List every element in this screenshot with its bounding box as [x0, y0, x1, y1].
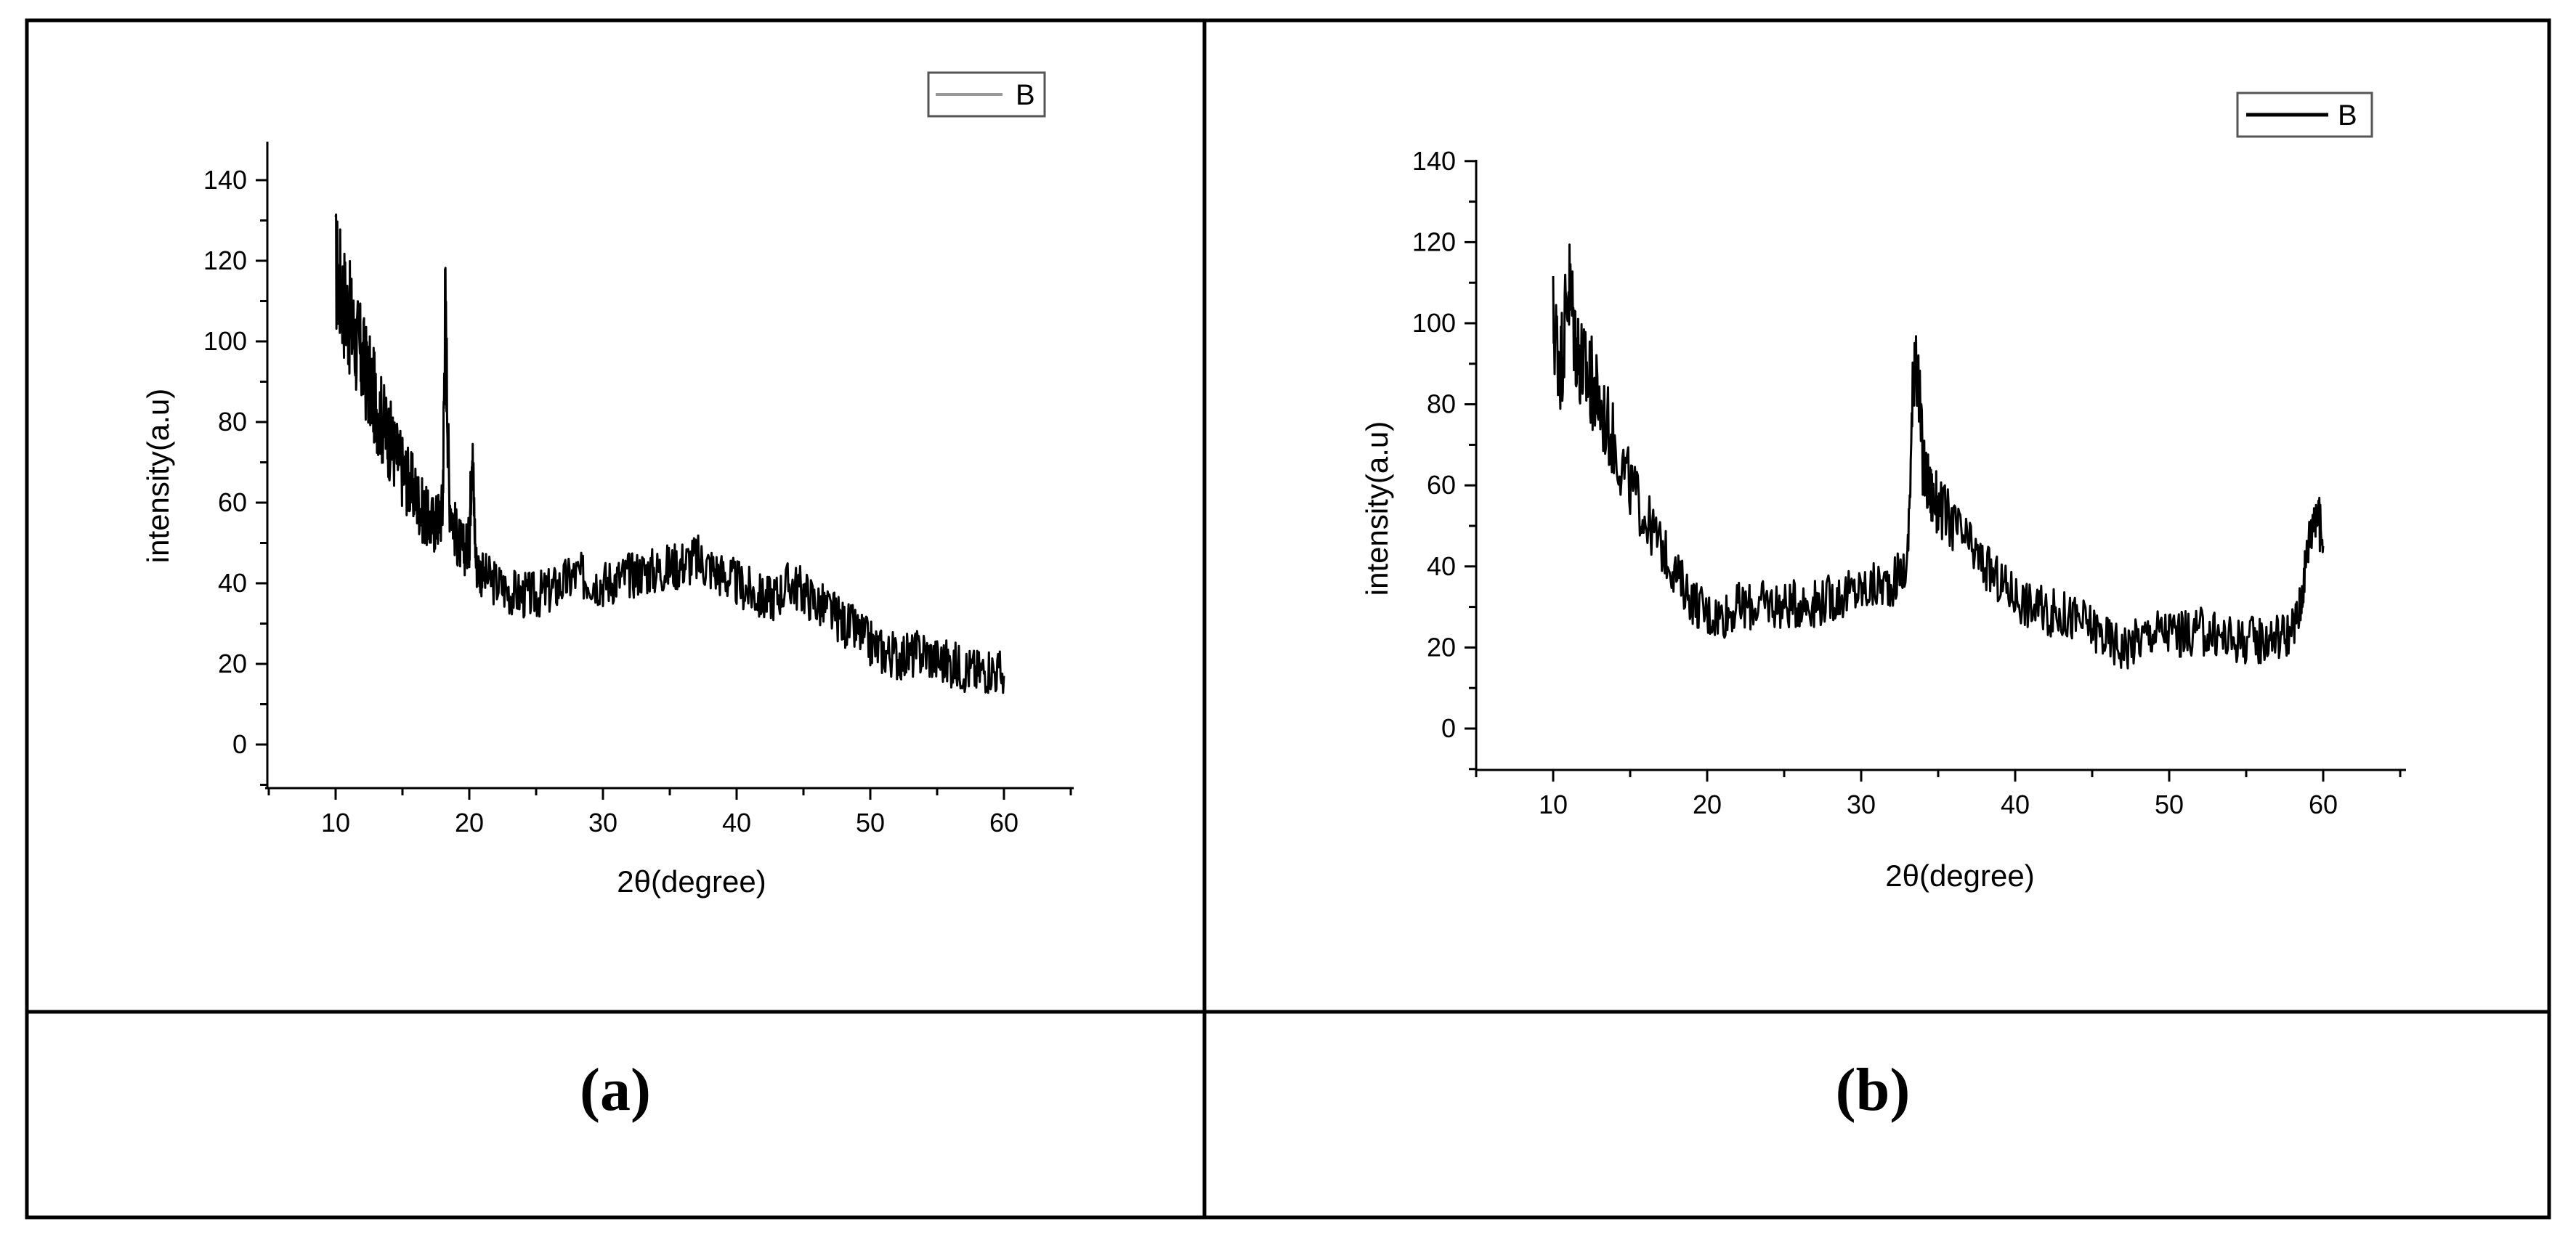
- chart-a-y-tick-label: 100: [203, 326, 247, 356]
- xrd-chart-b: 10 20 30 40 50 60 0 20 40 60 80 100 120 140 2θ(degre…: [1360, 92, 2406, 893]
- chart-a-y-ticks: 0 20 40 60 80 100 120 140: [203, 165, 267, 786]
- chart-b-y-tick-label: 60: [1427, 470, 1456, 500]
- chart-b-y-tick-label: 40: [1427, 551, 1456, 581]
- chart-b-series: [1552, 243, 2325, 670]
- chart-a-series: [334, 213, 1005, 694]
- chart-b-legend: B: [2236, 92, 2373, 138]
- chart-a-x-tick-label: 40: [722, 808, 751, 837]
- chart-a-x-tick-label: 10: [321, 808, 350, 837]
- caption-b: (b): [1836, 1056, 1911, 1124]
- chart-b-y-axis-title: intensity(a.u): [1360, 421, 1394, 596]
- chart-b-x-tick-label: 10: [1539, 790, 1568, 819]
- chart-a-y-tick-label: 140: [203, 165, 247, 195]
- chart-a-legend-label: B: [1016, 79, 1035, 111]
- chart-a-x-tick-label: 20: [455, 808, 484, 837]
- chart-b-x-tick-label: 30: [1847, 790, 1876, 819]
- chart-b-y-tick-label: 100: [1412, 308, 1456, 338]
- chart-a-x-tick-label: 50: [856, 808, 885, 837]
- caption-a: (a): [580, 1056, 651, 1124]
- chart-a-y-tick-label: 40: [218, 568, 247, 598]
- table-outer-border: [25, 18, 2551, 1220]
- chart-b-y-ticks: 0 20 40 60 80 100 120 140: [1412, 146, 1476, 771]
- chart-b-x-axis-title: 2θ(degree): [1885, 859, 2034, 893]
- chart-b-x-ticks: 10 20 30 40 50 60: [1475, 770, 2402, 819]
- chart-b-y-tick-label: 20: [1427, 632, 1456, 662]
- xrd-chart-a: 10 20 30 40 50 60 0 20 40 60 80 100 120 140 2θ(degre…: [141, 71, 1074, 899]
- chart-b-x-tick-label: 60: [2309, 790, 2338, 819]
- chart-b-x-tick-label: 50: [2155, 790, 2184, 819]
- chart-a-x-axis-title: 2θ(degree): [617, 864, 766, 899]
- chart-a-y-tick-label: 0: [232, 729, 247, 759]
- chart-b-y-tick-label: 140: [1412, 146, 1456, 176]
- chart-b-y-tick-label: 120: [1412, 227, 1456, 256]
- chart-a-series-line: [334, 213, 1005, 694]
- chart-a-legend: B: [927, 71, 1046, 118]
- chart-a-x-tick-label: 30: [588, 808, 617, 837]
- chart-b-y-tick-label: 0: [1441, 713, 1456, 743]
- chart-a-axes: [265, 142, 1074, 790]
- chart-a-y-tick-label: 60: [218, 487, 247, 517]
- chart-a-y-tick-label: 80: [218, 407, 247, 437]
- chart-a-y-tick-label: 120: [203, 246, 247, 275]
- chart-a-y-tick-label: 20: [218, 649, 247, 678]
- chart-a-y-axis-title: intensity(a.u): [141, 389, 175, 563]
- chart-a-x-ticks: 10 20 30 40 50 60: [267, 788, 1072, 837]
- chart-b-y-tick-label: 80: [1427, 389, 1456, 419]
- chart-a-x-tick-label: 60: [989, 808, 1018, 837]
- chart-b-series-line: [1552, 243, 2325, 670]
- chart-b-x-tick-label: 40: [2001, 790, 2030, 819]
- chart-b-legend-label: B: [2338, 100, 2357, 131]
- chart-b-x-tick-label: 20: [1693, 790, 1722, 819]
